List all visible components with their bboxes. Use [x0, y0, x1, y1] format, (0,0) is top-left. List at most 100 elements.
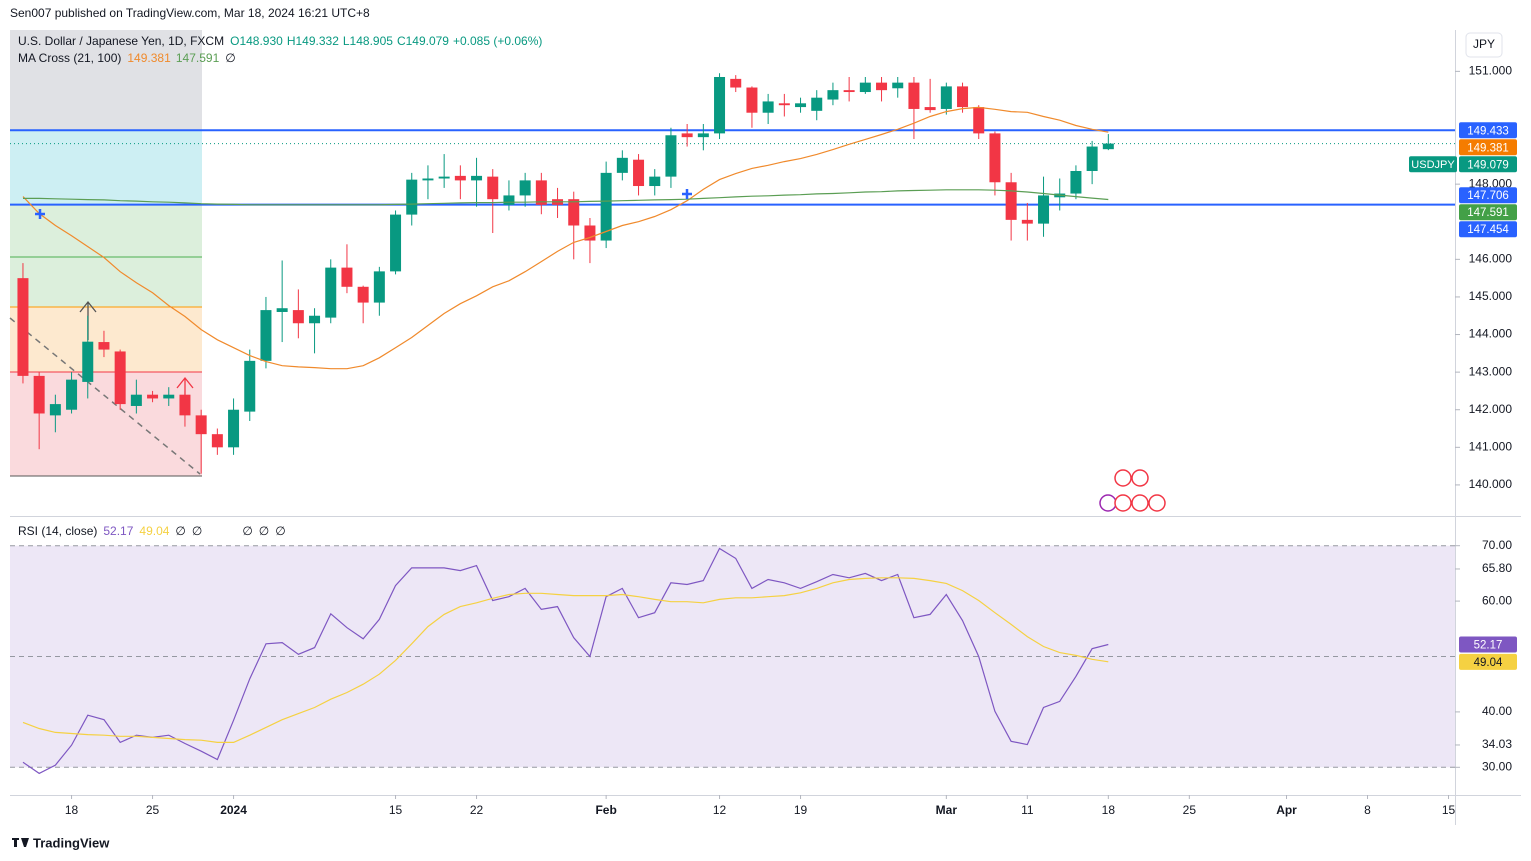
- candle-body: [244, 360, 256, 412]
- y-tick-label: 65.80: [1482, 561, 1512, 575]
- indicator-value: 52.17: [103, 524, 133, 538]
- candle-body: [1086, 146, 1098, 171]
- price-badge-label: 52.17: [1474, 640, 1503, 652]
- price-badge-label: 147.706: [1467, 190, 1509, 202]
- candle-body: [876, 82, 888, 91]
- candle-body: [989, 133, 1001, 183]
- symbol-badge-label: USDJPY: [1411, 159, 1455, 171]
- series-line: [22, 577, 1109, 743]
- candle-body: [730, 78, 742, 88]
- candle-body: [940, 86, 952, 109]
- candle-body: [195, 415, 207, 435]
- candle-body: [228, 409, 240, 448]
- price-badge: [1459, 221, 1517, 238]
- candle-body: [390, 214, 402, 272]
- footer: TradingView: [33, 835, 110, 850]
- indicator-value: ∅: [225, 51, 235, 65]
- ohlc-value: H149.332: [287, 34, 339, 48]
- position-entry: [10, 307, 202, 372]
- candle-body: [130, 394, 142, 406]
- y-tick-label: 140.000: [1469, 477, 1513, 491]
- price-badge: [1459, 204, 1517, 221]
- candle-body: [924, 107, 936, 111]
- legend: RSI (14, close) 52.17 49.04 ∅ ∅ ∅ ∅ ∅: [18, 524, 286, 538]
- price-badge-label: 149.381: [1467, 142, 1509, 154]
- price-badge: [1459, 156, 1517, 173]
- candle-body: [276, 308, 288, 312]
- price-badge: [1459, 653, 1517, 670]
- price-badge: [1459, 187, 1517, 204]
- y-tick-label: 146.000: [1469, 252, 1513, 266]
- indicator-value: 147.591: [176, 51, 220, 65]
- y-tick-label: 145.000: [1469, 289, 1513, 303]
- candle-body: [325, 267, 337, 318]
- indicator-value: ∅: [192, 524, 202, 538]
- symbol-title: U.S. Dollar / Japanese Yen, 1D, FXCM: [18, 34, 224, 48]
- candle-body: [811, 97, 823, 111]
- candle-body: [827, 90, 839, 100]
- candle-body: [714, 76, 726, 134]
- candle-body: [422, 178, 434, 181]
- position-zone: [10, 205, 202, 307]
- candle-body: [762, 101, 774, 113]
- position-gray: [10, 30, 202, 130]
- candle-body: [211, 434, 223, 448]
- candle-body: [535, 180, 547, 205]
- indicator-value: ∅: [259, 524, 269, 538]
- candle-body: [147, 394, 159, 399]
- indicator-value: ∅: [175, 524, 185, 538]
- price-badge-label: 147.454: [1467, 224, 1509, 236]
- price-badge-label: 149.433: [1467, 125, 1509, 137]
- candle-body: [649, 176, 661, 187]
- candle-body: [1021, 219, 1033, 224]
- candle-body: [66, 379, 78, 410]
- candle-body: [503, 195, 515, 205]
- candle-body: [908, 82, 920, 109]
- candle-body: [471, 175, 483, 181]
- marker: [35, 189, 692, 219]
- currency-button[interactable]: [1465, 32, 1503, 58]
- candle-body: [600, 172, 612, 241]
- candle-body: [406, 179, 418, 215]
- ohlc-value: C149.079: [397, 34, 449, 48]
- price-badge: [1459, 139, 1517, 156]
- candle-body: [1102, 143, 1114, 150]
- x-tick-label: 15: [1442, 803, 1456, 817]
- candle-body: [1005, 182, 1017, 220]
- x-tick-label: 18: [65, 803, 79, 817]
- candle-body: [633, 159, 645, 187]
- y-tick-label: 144.000: [1469, 327, 1513, 341]
- y-tick-label: 141.000: [1469, 439, 1513, 453]
- candle-body: [843, 90, 855, 93]
- candle-body: [179, 394, 191, 416]
- candle-body: [795, 103, 807, 108]
- logo: [12, 838, 29, 847]
- candle-body: [892, 82, 904, 89]
- x-tick-label: 8: [1364, 803, 1371, 817]
- symbol-badge: [1409, 156, 1457, 173]
- ohlc-value: L148.905: [343, 34, 393, 48]
- candle-body: [33, 375, 45, 414]
- currency-label: JPY: [1473, 37, 1495, 51]
- candle-body: [341, 267, 353, 287]
- ohlc-value: +0.085 (+0.06%): [453, 34, 542, 48]
- x-tick-label: 22: [470, 803, 484, 817]
- candle-body: [438, 176, 450, 179]
- y-tick-label: 34.03: [1482, 737, 1512, 751]
- x-tick-label: 15: [389, 803, 403, 817]
- candle-body: [957, 86, 969, 108]
- candle-body: [568, 199, 580, 226]
- candle-body: [778, 103, 790, 106]
- position-target: [10, 130, 202, 205]
- candle-body: [357, 286, 369, 303]
- ohlc-value: O148.930: [230, 34, 283, 48]
- x-tick-label: 18: [1102, 803, 1116, 817]
- y-tick-label: 30.00: [1482, 759, 1512, 773]
- y-tick-label: 60.00: [1482, 593, 1512, 607]
- x-tick-label: 19: [794, 803, 808, 817]
- x-tick-label: 12: [713, 803, 727, 817]
- price-badge: [1459, 122, 1517, 139]
- candle-body: [487, 176, 499, 200]
- indicator-value: ∅: [275, 524, 285, 538]
